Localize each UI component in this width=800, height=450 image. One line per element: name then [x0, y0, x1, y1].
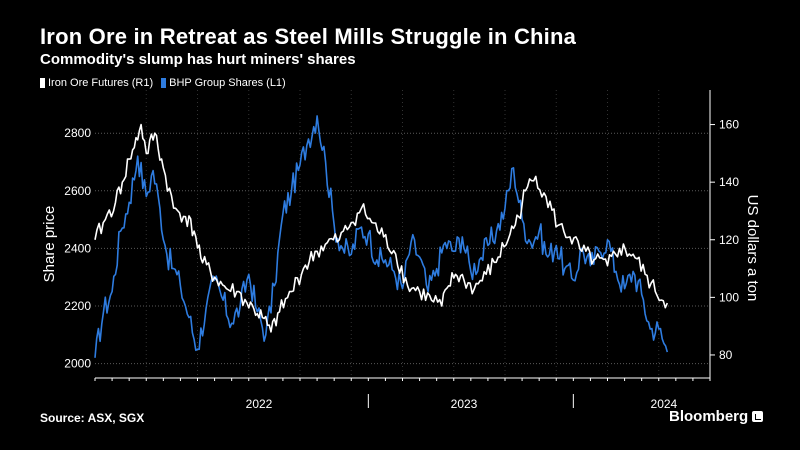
y-left-tick-label: 2800	[64, 126, 91, 140]
y-left-tick-label: 2200	[64, 299, 91, 313]
y-right-tick-label: 160	[719, 118, 739, 132]
chart-title: Iron Ore in Retreat as Steel Mills Strug…	[40, 24, 577, 49]
legend-swatch-iron-ore	[40, 78, 45, 88]
y-right-tick-label: 100	[719, 290, 739, 304]
y-right-tick-label: 140	[719, 175, 739, 189]
legend-item-iron-ore: Iron Ore Futures (R1)	[40, 77, 153, 89]
legend-label-bhp: BHP Group Shares (L1)	[169, 77, 286, 89]
brand-name: Bloomberg	[669, 408, 749, 425]
x-tick-label: 2022	[246, 397, 273, 411]
series-line-iron-ore-futures	[94, 123, 669, 333]
chart-subtitle: Commodity's slump has hurt miners' share…	[40, 51, 356, 68]
legend: Iron Ore Futures (R1) BHP Group Shares (…	[40, 77, 286, 89]
y-left-axis-title: Share price	[41, 206, 58, 283]
y-right-tick-label: 80	[719, 348, 733, 362]
y-left-tick-label: 2000	[64, 357, 91, 371]
legend-label-iron-ore: Iron Ore Futures (R1)	[48, 77, 154, 89]
legend-item-bhp: BHP Group Shares (L1)	[161, 77, 286, 89]
y-right-tick-label: 120	[719, 233, 739, 247]
legend-swatch-bhp	[161, 78, 167, 88]
source-note: Source: ASX, SGX	[40, 411, 145, 425]
series-line-bhp-group-shares	[94, 115, 669, 358]
x-tick-label: 2024	[651, 397, 678, 411]
bloomberg-logo: Bloomberg	[669, 408, 764, 425]
y-left-tick-label: 2400	[64, 241, 91, 255]
x-tick-label: 2023	[451, 397, 478, 411]
y-left-tick-label: 2600	[64, 184, 91, 198]
y-right-axis-title: US dollars a ton	[744, 195, 761, 302]
bloomberg-chart-icon	[752, 411, 764, 422]
